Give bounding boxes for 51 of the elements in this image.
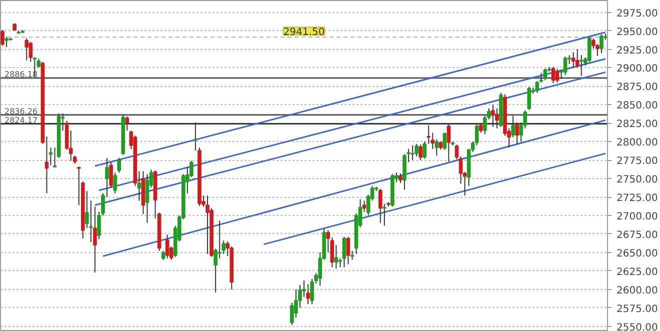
ref-line-label: 2941.50 [283,27,325,38]
candlestick [145,174,150,224]
candlestick [410,144,414,161]
candlestick [346,236,350,265]
y-tick-label: 2550.00 [616,322,658,331]
ref-line-label: 2886.18 [4,70,38,79]
candlestick [418,144,422,161]
candlestick [137,170,142,202]
candlestick [24,38,29,61]
ref-line-label: 2836.26 [4,106,38,116]
candlestick [571,52,576,68]
y-tick-label: 2925.00 [616,45,658,56]
y-tick-label: 2950.00 [616,26,658,38]
candlestick [555,68,560,84]
y-tick-label: 2850.00 [616,100,658,112]
candlestick [342,236,346,268]
candlestick [0,30,4,46]
ref-line-label: 2824.17 [4,116,38,125]
candlestick [588,36,592,62]
y-tick-label: 2875.00 [616,82,658,94]
candlestick [551,66,556,84]
candlestick [4,36,8,48]
candlestick [563,56,568,76]
y-tick-label: 2575.00 [616,304,658,315]
candlestick [398,172,402,184]
candlestick [48,147,53,166]
candlestick [600,34,604,54]
y-tick-label: 2725.00 [616,193,658,204]
candlestick [306,284,310,305]
candlestick [165,234,170,259]
candlestick [579,54,584,76]
candlestick [378,188,382,224]
candlestick [382,203,386,226]
candlestick [28,41,33,62]
y-tick-label: 2900.00 [616,64,658,75]
y-tick-label: 2625.00 [616,266,658,278]
y-tick-label: 2750.00 [616,174,658,186]
candlestick [414,143,418,157]
y-tick-label: 2650.00 [616,248,658,260]
y-tick-label: 2800.00 [616,138,658,149]
y-tick-label: 2825.00 [616,119,658,130]
y-tick-label: 2775.00 [616,156,658,168]
candlestick [117,157,121,174]
y-tick-label: 2600.00 [616,285,658,296]
candlestick [543,68,548,81]
candlestick [334,244,338,270]
y-tick-label: 2675.00 [616,230,658,241]
y-tick-label: 2975.00 [616,8,658,20]
candlestick [527,86,532,110]
candlestick [206,195,210,254]
y-tick-label: 2700.00 [616,212,658,222]
